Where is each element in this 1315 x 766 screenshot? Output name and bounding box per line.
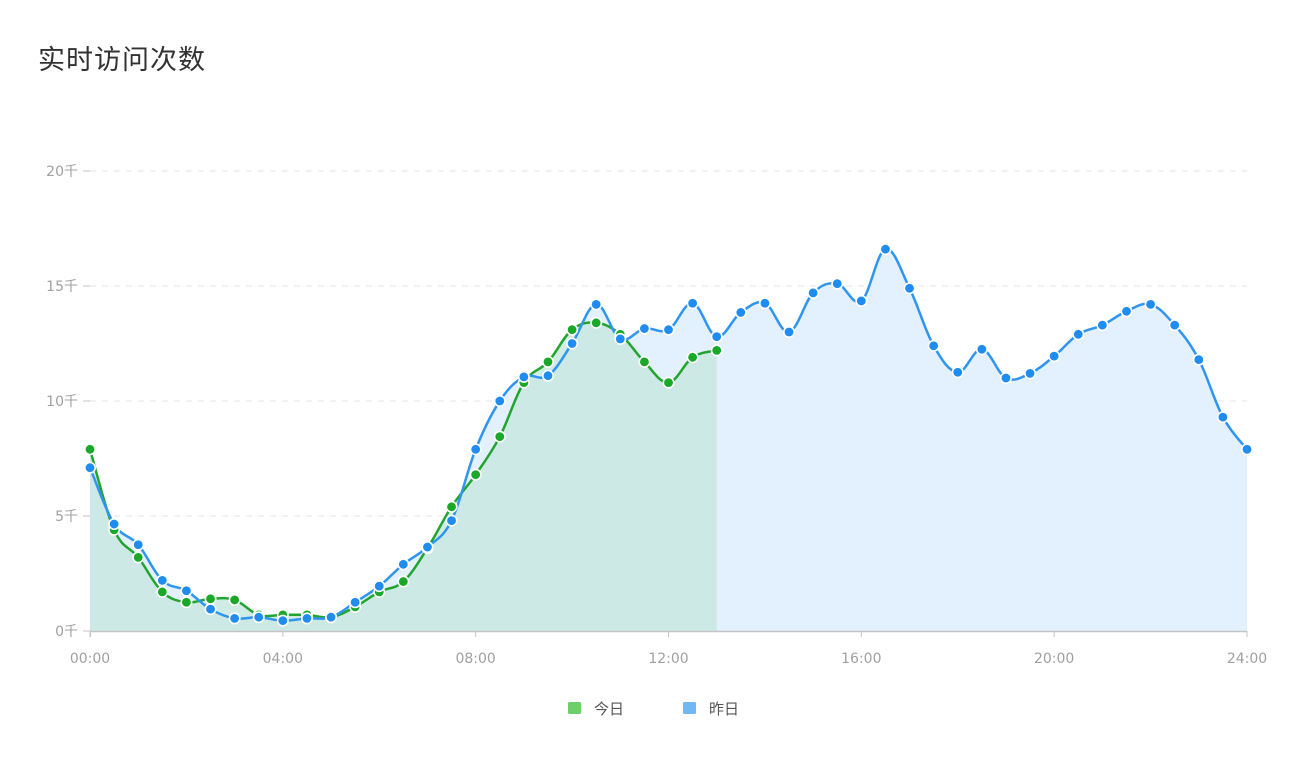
point-yesterday[interactable]: [276, 614, 289, 627]
point-today[interactable]: [710, 344, 723, 357]
x-tick-label: 24:00: [1227, 651, 1267, 667]
axes: 0千 5千 10千 15千 20千 00:00 04:00 08:00 12:00 16:00 20…: [46, 164, 1267, 667]
x-tick-label: 20:00: [1034, 651, 1074, 667]
point-yesterday[interactable]: [132, 538, 145, 551]
point-yesterday[interactable]: [300, 612, 313, 625]
point-yesterday[interactable]: [228, 612, 241, 625]
point-yesterday[interactable]: [1048, 350, 1061, 363]
point-today[interactable]: [493, 430, 506, 443]
point-yesterday[interactable]: [999, 371, 1012, 384]
point-yesterday[interactable]: [373, 580, 386, 593]
point-yesterday[interactable]: [349, 596, 362, 609]
point-yesterday[interactable]: [1241, 443, 1254, 456]
point-today[interactable]: [228, 593, 241, 606]
point-today[interactable]: [541, 355, 554, 368]
point-yesterday[interactable]: [421, 541, 434, 554]
chart-title: 实时访问次数: [38, 45, 206, 76]
point-yesterday[interactable]: [493, 394, 506, 407]
point-yesterday[interactable]: [807, 286, 820, 299]
legend[interactable]: 今日 昨日: [568, 700, 739, 718]
point-yesterday[interactable]: [1096, 319, 1109, 332]
point-today[interactable]: [180, 596, 193, 609]
x-tick-label: 16:00: [841, 651, 881, 667]
point-yesterday[interactable]: [686, 297, 699, 310]
legend-label: 昨日: [709, 700, 739, 718]
point-yesterday[interactable]: [1072, 328, 1085, 341]
point-yesterday[interactable]: [783, 325, 796, 338]
point-yesterday[interactable]: [180, 584, 193, 597]
point-yesterday[interactable]: [1168, 319, 1181, 332]
point-yesterday[interactable]: [1144, 298, 1157, 311]
point-yesterday[interactable]: [1024, 367, 1037, 380]
point-today[interactable]: [204, 592, 217, 605]
point-today[interactable]: [638, 355, 651, 368]
legend-swatch: [683, 702, 696, 714]
x-tick-label: 04:00: [263, 651, 303, 667]
point-yesterday[interactable]: [927, 339, 940, 352]
area-today: [90, 322, 717, 631]
point-yesterday[interactable]: [758, 297, 771, 310]
point-today[interactable]: [445, 500, 458, 513]
legend-item-today[interactable]: 今日: [568, 700, 624, 718]
point-yesterday[interactable]: [975, 343, 988, 356]
point-yesterday[interactable]: [469, 443, 482, 456]
point-today[interactable]: [590, 316, 603, 329]
point-yesterday[interactable]: [156, 574, 169, 587]
point-yesterday[interactable]: [734, 306, 747, 319]
point-yesterday[interactable]: [1216, 411, 1229, 424]
point-today[interactable]: [397, 575, 410, 588]
point-yesterday[interactable]: [855, 294, 868, 307]
point-today[interactable]: [566, 323, 579, 336]
point-yesterday[interactable]: [710, 330, 723, 343]
point-yesterday[interactable]: [325, 611, 338, 624]
y-tick-label: 0千: [55, 624, 78, 640]
y-tick-label: 15千: [46, 279, 78, 295]
point-yesterday[interactable]: [252, 611, 265, 624]
point-today[interactable]: [156, 585, 169, 598]
point-yesterday[interactable]: [1192, 353, 1205, 366]
point-yesterday[interactable]: [590, 298, 603, 311]
y-tick-label: 20千: [46, 164, 78, 180]
point-yesterday[interactable]: [517, 370, 530, 383]
point-yesterday[interactable]: [951, 366, 964, 379]
point-yesterday[interactable]: [638, 322, 651, 335]
point-today[interactable]: [686, 351, 699, 364]
y-tick-label: 10千: [46, 394, 78, 410]
series-markers: [84, 243, 1254, 627]
legend-swatch: [568, 702, 581, 714]
x-tick-label: 12:00: [648, 651, 688, 667]
point-today[interactable]: [469, 468, 482, 481]
x-tick-label: 08:00: [455, 651, 495, 667]
point-today[interactable]: [132, 551, 145, 564]
point-yesterday[interactable]: [204, 603, 217, 616]
point-today[interactable]: [84, 443, 97, 456]
point-yesterday[interactable]: [831, 277, 844, 290]
legend-label: 今日: [594, 700, 624, 718]
legend-item-yesterday[interactable]: 昨日: [683, 700, 739, 718]
point-yesterday[interactable]: [662, 323, 675, 336]
point-yesterday[interactable]: [84, 461, 97, 474]
point-yesterday[interactable]: [903, 282, 916, 295]
point-yesterday[interactable]: [541, 369, 554, 382]
point-yesterday[interactable]: [566, 337, 579, 350]
series-areas: [90, 249, 1247, 632]
point-yesterday[interactable]: [108, 518, 121, 531]
y-tick-label: 5千: [55, 509, 78, 525]
point-yesterday[interactable]: [879, 243, 892, 256]
point-yesterday[interactable]: [445, 514, 458, 527]
x-tick-label: 00:00: [70, 651, 110, 667]
point-yesterday[interactable]: [1120, 305, 1133, 318]
point-today[interactable]: [662, 376, 675, 389]
point-yesterday[interactable]: [397, 558, 410, 571]
point-yesterday[interactable]: [614, 332, 627, 345]
